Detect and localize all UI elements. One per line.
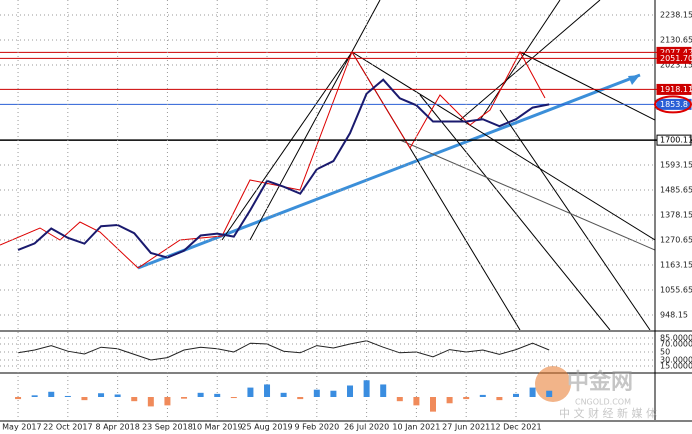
histogram-bar: [48, 391, 55, 397]
histogram-bar: [446, 397, 453, 404]
logo: [535, 366, 571, 402]
level-label: 1918.11: [660, 85, 692, 94]
x-tick-label: 26 Jul 2020: [344, 423, 389, 432]
x-tick-label: 9 Feb 2020: [294, 423, 339, 432]
trend-line: [519, 51, 655, 121]
level-label-box: [656, 83, 692, 95]
watermark: 中金网 CNGOLD.COM 中 文 财 经 新 媒 体: [535, 366, 657, 420]
level-label: 2051.70: [660, 54, 692, 63]
trend-lines: [0, 0, 655, 330]
histogram-bar: [147, 397, 154, 407]
histogram-bar: [280, 392, 287, 397]
histogram-bar: [15, 397, 22, 400]
x-tick-label: 25 Aug 2019: [241, 423, 292, 432]
level-label-box: [656, 134, 692, 146]
y-tick-label: 948.15: [660, 311, 688, 320]
histogram-bar: [197, 392, 204, 397]
histogram-bar: [181, 397, 188, 399]
y-tick-label: 2238.15: [660, 11, 692, 20]
histogram-bar: [297, 397, 304, 400]
x-tick-label: 12 Dec 2021: [490, 423, 541, 432]
y-tick-label: 1055.65: [660, 286, 692, 295]
trend-line: [499, 109, 651, 330]
histogram-bar: [330, 390, 337, 397]
price-line: [17, 340, 550, 361]
trend-line: [249, 0, 381, 241]
level-label: 1700.11: [660, 136, 692, 145]
histogram-bar: [363, 380, 370, 397]
x-tick-label: 10 Jan 2021: [392, 423, 440, 432]
trend-line: [351, 51, 655, 241]
price-line: [17, 78, 550, 259]
histogram-bar: [131, 397, 138, 402]
y-tick-label: 2130.65: [660, 36, 692, 45]
highlight-circle: [654, 95, 692, 114]
histogram-bar: [396, 397, 403, 402]
watermark-site: CNGOLD.COM: [575, 398, 631, 407]
histogram-bar: [98, 393, 105, 397]
y-tick-label: 2023.15: [660, 61, 692, 70]
arrow-head: [628, 75, 640, 85]
x-tick-label: 27 Jun 2021: [442, 423, 490, 432]
histogram-bar: [214, 393, 221, 397]
x-tick-label: 22 Oct 2017: [43, 423, 92, 432]
x-tick-label: 7 May 2017: [0, 423, 42, 432]
histogram-bar: [114, 394, 121, 397]
y-tick-label: 15.0000: [660, 362, 692, 371]
trend-line: [479, 0, 561, 121]
level-label: 2077.42: [660, 48, 692, 57]
x-tick-label: 10 Mar 2019: [192, 423, 243, 432]
x-tick-label: 8 Apr 2018: [95, 423, 139, 432]
y-tick-label: 1485.65: [660, 186, 692, 195]
histogram-bar: [313, 389, 320, 397]
level-label: 1853.81: [660, 100, 692, 109]
histogram-bar: [230, 397, 237, 399]
y-tick-label: 70.0000: [660, 340, 692, 349]
watermark-slogan: 中 文 财 经 新 媒 体: [559, 406, 657, 420]
histogram-bar: [529, 387, 536, 397]
y-tick-label: 85.0000: [660, 334, 692, 343]
y-tick-label: 1593.15: [660, 161, 692, 170]
histogram-bar: [264, 384, 271, 397]
y-tick-label: 50: [660, 348, 670, 357]
histogram-bar: [31, 395, 38, 397]
y-tick-label: 30.0000: [660, 356, 692, 365]
y-tick-label: 1163.15: [660, 261, 692, 270]
histogram-bar: [463, 397, 470, 400]
histogram-bar: [512, 393, 519, 397]
trend-line: [399, 139, 655, 251]
histogram-bar: [380, 384, 387, 397]
histogram-bar: [247, 387, 254, 397]
trend-line: [419, 94, 611, 330]
histogram-bar: [413, 397, 420, 406]
y-tick-label: 1378.15: [660, 211, 692, 220]
histogram-bar: [64, 395, 71, 397]
histogram-bar: [164, 397, 171, 406]
trend-line: [459, 0, 601, 121]
watermark-name: 中金网: [567, 369, 633, 395]
histogram-bar: [496, 397, 503, 401]
histogram-bar: [81, 397, 88, 401]
histogram-bar: [347, 385, 354, 397]
level-label-box: [656, 52, 692, 64]
y-tick-label: 1270.65: [660, 236, 692, 245]
x-tick-label: 23 Sep 2018: [142, 423, 193, 432]
histogram-bar: [546, 390, 553, 397]
histogram-bar: [430, 397, 437, 412]
trend-line: [221, 51, 353, 241]
histogram-bar: [479, 394, 486, 397]
